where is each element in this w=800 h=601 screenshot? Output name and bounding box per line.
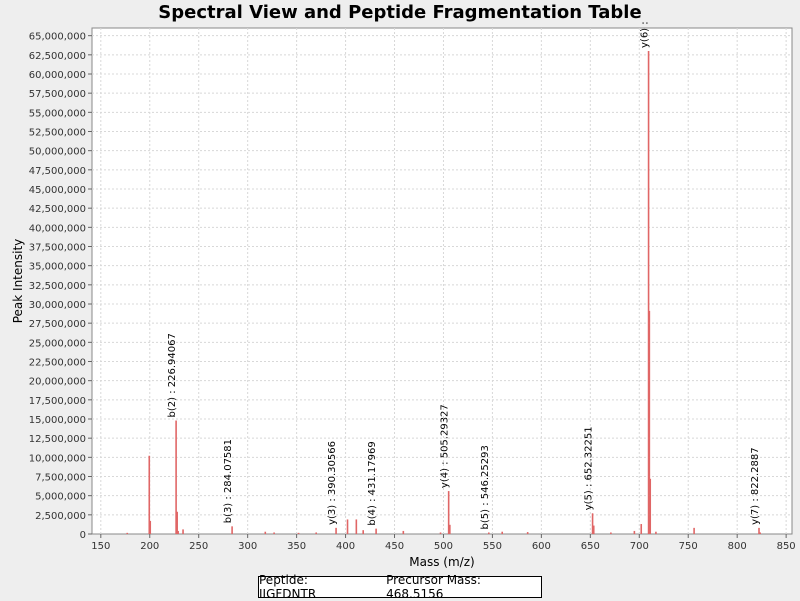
peak-annotation-label: b(2) : 226.94067 [167, 333, 178, 417]
x-tick-label: 700 [630, 541, 649, 552]
x-tick-label: 500 [434, 541, 453, 552]
y-tick-label: 60,000,000 [29, 70, 86, 81]
y-tick-label: 50,000,000 [29, 147, 86, 158]
x-axis-label: Mass (m/z) [409, 555, 474, 569]
y-tick-label: 22,500,000 [29, 358, 86, 369]
peak-annotation-label: b(5) : 546.25293 [480, 445, 491, 529]
x-tick-label: 750 [679, 541, 698, 552]
x-tick-label: 400 [336, 541, 355, 552]
peak-annotation-label: y(6) : [640, 21, 651, 48]
peak-annotation-label: y(3) : 390.30566 [327, 441, 338, 525]
y-tick-label: 25,000,000 [29, 338, 86, 349]
peak-annotation-label: b(3) : 284.07581 [223, 439, 234, 523]
chart-title: Spectral View and Peptide Fragmentation … [158, 2, 642, 23]
y-tick-label: 30,000,000 [29, 300, 86, 311]
y-tick-label: 5,000,000 [35, 492, 86, 503]
y-tick-label: 37,500,000 [29, 243, 86, 254]
x-tick-label: 650 [581, 541, 600, 552]
y-tick-label: 40,000,000 [29, 223, 86, 234]
x-tick-label: 350 [287, 541, 306, 552]
y-tick-label: 45,000,000 [29, 185, 86, 196]
peptide-info-box: Peptide: IIGFDNTR Precursor Mass: 468.51… [258, 573, 542, 601]
x-axis-ticks: 150 200 250 300 350 400 450 500 550 600 650 700 750 8… [91, 534, 796, 552]
x-tick-label: 550 [483, 541, 502, 552]
x-tick-label: 450 [385, 541, 404, 552]
peak-annotation-label: y(4) : 505.29327 [440, 404, 451, 488]
grid-lines [92, 28, 792, 534]
peak-annotations: b(2) : 226.94067 b(3) : 284.07581 y(3) : 3… [167, 21, 761, 529]
y-tick-label: 65,000,000 [29, 32, 86, 43]
y-tick-label: 10,000,000 [29, 453, 86, 464]
y-tick-label: 7,500,000 [35, 473, 86, 484]
y-tick-label: 42,500,000 [29, 204, 86, 215]
x-tick-label: 150 [91, 541, 110, 552]
x-tick-label: 850 [777, 541, 796, 552]
y-tick-label: 0 [80, 530, 86, 541]
y-tick-label: 20,000,000 [29, 377, 86, 388]
y-axis-ticks: 0 2,500,000 5,000,000 7,500,000 10,000,000 12… [29, 32, 92, 541]
x-tick-label: 250 [189, 541, 208, 552]
peak-annotation-label: y(7) : 822.2887 [750, 447, 761, 525]
y-tick-label: 2,500,000 [35, 511, 86, 522]
x-tick-label: 200 [140, 541, 159, 552]
y-tick-label: 62,500,000 [29, 51, 86, 62]
x-tick-label: 600 [532, 541, 551, 552]
y-tick-label: 55,000,000 [29, 108, 86, 119]
y-tick-label: 17,500,000 [29, 396, 86, 407]
precursor-mass-label: Precursor Mass: 468.5156 [386, 573, 481, 601]
y-tick-label: 47,500,000 [29, 166, 86, 177]
x-tick-label: 800 [728, 541, 747, 552]
y-tick-label: 32,500,000 [29, 281, 86, 292]
peak-annotation-label: y(5) : 652.32251 [584, 426, 595, 510]
peptide-label: Peptide: IIGFDNTR [259, 573, 317, 601]
peak-annotation-label: b(4) : 431.17969 [367, 441, 378, 525]
y-tick-label: 57,500,000 [29, 89, 86, 100]
y-tick-label: 12,500,000 [29, 434, 86, 445]
peak-bars [126, 51, 761, 534]
y-tick-label: 15,000,000 [29, 415, 86, 426]
y-axis-label: Peak Intensity [11, 239, 25, 324]
y-tick-label: 27,500,000 [29, 319, 86, 330]
x-tick-label: 300 [238, 541, 257, 552]
y-tick-label: 35,000,000 [29, 262, 86, 273]
y-tick-label: 52,500,000 [29, 128, 86, 139]
